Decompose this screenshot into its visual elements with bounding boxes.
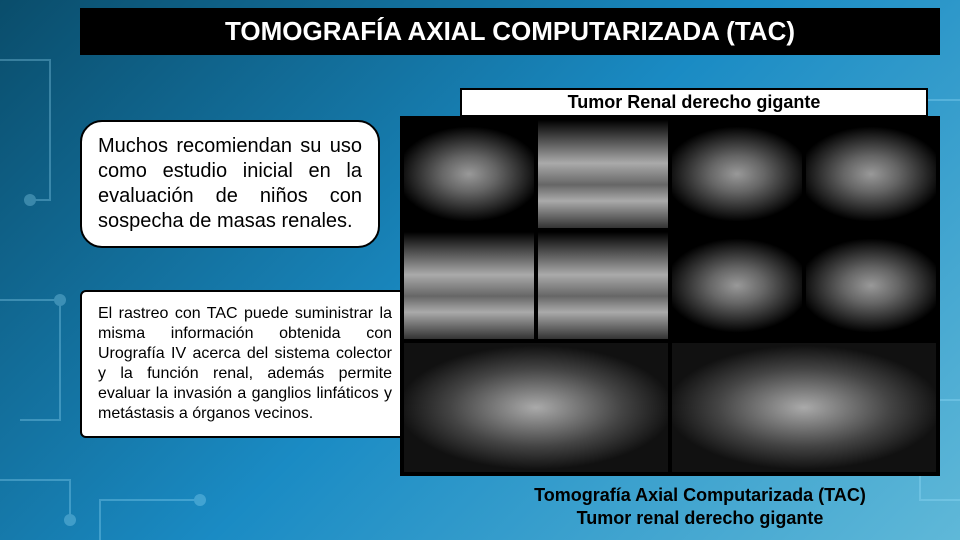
ct-slice [672,232,802,340]
ct-slice [672,120,802,228]
ct-scan-grid [400,116,940,476]
ct-slice [404,232,534,340]
ct-slice [404,120,534,228]
image-label: Tumor Renal derecho gigante [460,88,928,117]
caption-line-2: Tumor renal derecho gigante [460,507,940,530]
image-caption: Tomografía Axial Computarizada (TAC) Tum… [460,484,940,529]
text-box-tac-info: El rastreo con TAC puede suministrar la … [80,290,410,438]
ct-slice-large [672,343,936,472]
slide-title: TOMOGRAFÍA AXIAL COMPUTARIZADA (TAC) [80,8,940,55]
ct-slice-large [404,343,668,472]
text-box-recommendation: Muchos recomiendan su uso como estudio i… [80,120,380,248]
ct-slice [538,232,668,340]
ct-slice [806,120,936,228]
ct-slice [806,232,936,340]
caption-line-1: Tomografía Axial Computarizada (TAC) [460,484,940,507]
ct-slice [538,120,668,228]
